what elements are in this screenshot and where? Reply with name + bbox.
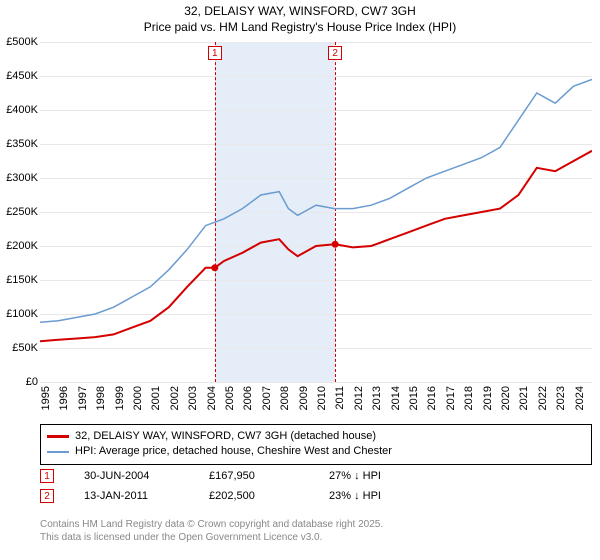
sale-badge: 1 [40, 469, 54, 483]
ytick-label: £400K [2, 104, 38, 116]
sale-price: £167,950 [209, 470, 299, 482]
series-line [40, 151, 592, 341]
title-line2: Price paid vs. HM Land Registry's House … [0, 20, 600, 36]
sale-diff: 23% ↓ HPI [329, 490, 419, 502]
ytick-label: £50K [2, 342, 38, 354]
footer-line2: This data is licensed under the Open Gov… [40, 531, 383, 544]
legend-row-hpi: HPI: Average price, detached house, Ches… [47, 444, 585, 459]
ytick-label: £300K [2, 172, 38, 184]
sale-row: 1 30-JUN-2004 £167,950 27% ↓ HPI [40, 466, 592, 486]
ytick-label: £150K [2, 274, 38, 286]
sale-price: £202,500 [209, 490, 299, 502]
footer: Contains HM Land Registry data © Crown c… [40, 518, 383, 544]
chart-container: 32, DELAISY WAY, WINSFORD, CW7 3GH Price… [0, 0, 600, 560]
ytick-label: £0 [2, 376, 38, 388]
sale-badge: 2 [40, 489, 54, 503]
ytick-label: £250K [2, 206, 38, 218]
ytick-label: £500K [2, 36, 38, 48]
sale-dot [211, 264, 218, 271]
ytick-label: £200K [2, 240, 38, 252]
sales-table: 1 30-JUN-2004 £167,950 27% ↓ HPI 2 13-JAN-201… [40, 466, 592, 506]
legend-swatch-price [47, 435, 69, 438]
title-line1: 32, DELAISY WAY, WINSFORD, CW7 3GH [0, 4, 600, 20]
sale-diff: 27% ↓ HPI [329, 470, 419, 482]
sale-date: 13-JAN-2011 [84, 490, 179, 502]
legend-label-price: 32, DELAISY WAY, WINSFORD, CW7 3GH (deta… [75, 429, 376, 444]
line-plot [40, 42, 592, 382]
chart-area: £0£50K£100K£150K£200K£250K£300K£350K£400… [40, 42, 592, 382]
legend: 32, DELAISY WAY, WINSFORD, CW7 3GH (deta… [40, 424, 592, 465]
footer-line1: Contains HM Land Registry data © Crown c… [40, 518, 383, 531]
gridline-h [40, 382, 592, 383]
sale-date: 30-JUN-2004 [84, 470, 179, 482]
title-block: 32, DELAISY WAY, WINSFORD, CW7 3GH Price… [0, 0, 600, 35]
legend-row-price: 32, DELAISY WAY, WINSFORD, CW7 3GH (deta… [47, 429, 585, 444]
sale-row: 2 13-JAN-2011 £202,500 23% ↓ HPI [40, 486, 592, 506]
ytick-label: £450K [2, 70, 38, 82]
legend-label-hpi: HPI: Average price, detached house, Ches… [75, 444, 392, 459]
ytick-label: £350K [2, 138, 38, 150]
legend-swatch-hpi [47, 451, 69, 454]
ytick-label: £100K [2, 308, 38, 320]
sale-dot [332, 241, 339, 248]
